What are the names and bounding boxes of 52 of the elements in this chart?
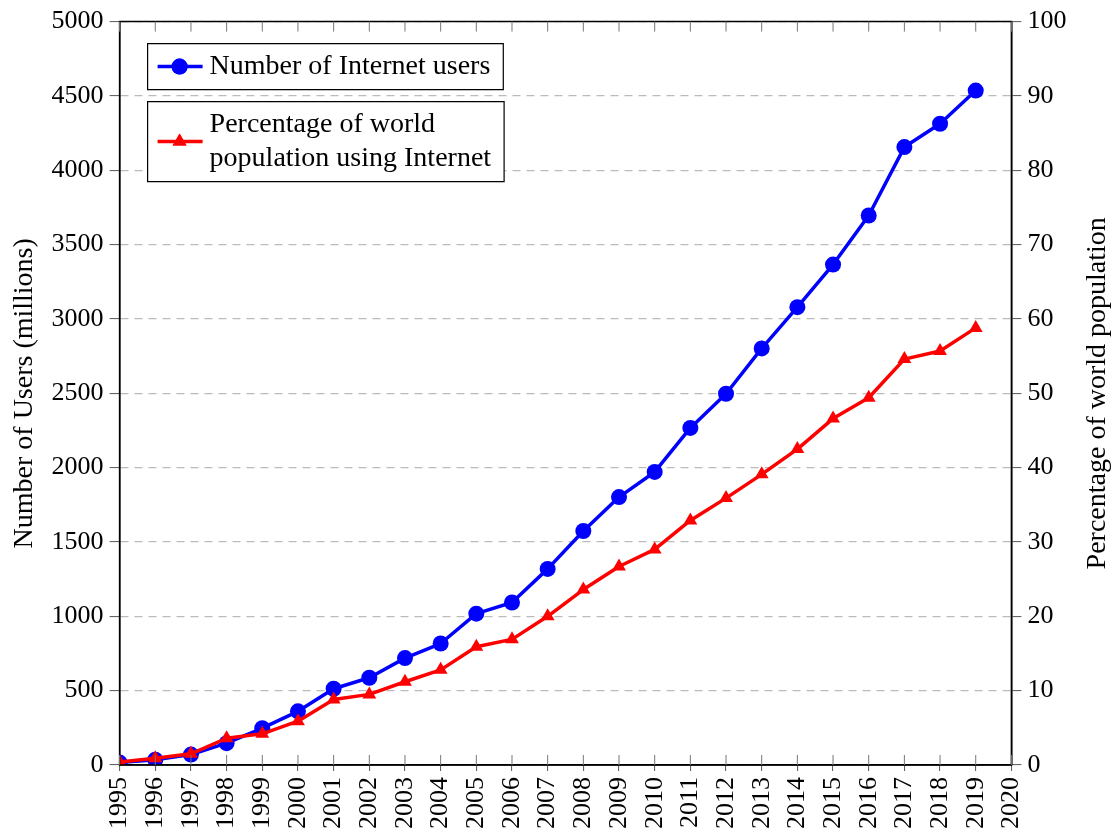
y-tick-label: 2000 — [51, 451, 104, 481]
x-tick-label: 2016 — [852, 777, 882, 829]
x-tick-label: 2011 — [674, 777, 704, 829]
x-tick-label: 2003 — [388, 777, 418, 829]
y2-tick-label: 100 — [1027, 5, 1067, 35]
x-tick-label: 2002 — [353, 777, 383, 829]
y2-tick-label: 90 — [1027, 79, 1054, 109]
y-tick-label: 0 — [90, 748, 104, 778]
y2-tick-label: 40 — [1027, 451, 1054, 481]
x-tick-label: 2005 — [460, 777, 490, 829]
y-tick-label: 4000 — [51, 154, 104, 184]
x-tick-label: 2004 — [424, 777, 454, 829]
y2-tick-label: 0 — [1027, 748, 1041, 778]
x-tick-label: 2013 — [745, 777, 775, 829]
x-tick-label: 1995 — [103, 777, 133, 829]
y2-tick-label: 70 — [1027, 228, 1054, 258]
y2-tick-label: 60 — [1027, 302, 1054, 332]
x-tick-label: 2018 — [923, 777, 953, 829]
y2-axis-title: Percentage of world population — [1080, 217, 1112, 570]
y2-tick-label: 30 — [1027, 525, 1054, 555]
legend-label: Percentage of world population using Internet — [209, 106, 492, 172]
x-tick-label: 1997 — [174, 777, 204, 829]
x-tick-label: 2009 — [602, 777, 632, 829]
x-tick-label: 2015 — [816, 777, 846, 829]
y2-tick-label: 80 — [1027, 154, 1054, 184]
y-tick-label: 5000 — [51, 5, 104, 35]
x-tick-label: 2019 — [959, 777, 989, 829]
x-tick-label: 2020 — [995, 777, 1025, 829]
y-tick-label: 4500 — [51, 79, 104, 109]
x-tick-label: 1999 — [246, 777, 276, 829]
y-tick-label: 3500 — [51, 228, 104, 258]
y2-tick-label: 50 — [1027, 377, 1054, 407]
y-tick-label: 3000 — [51, 302, 104, 332]
x-tick-label: 2001 — [317, 777, 347, 829]
x-tick-label: 2007 — [531, 777, 561, 829]
x-tick-label: 2000 — [281, 777, 311, 829]
y-tick-label: 1500 — [51, 525, 104, 555]
y2-tick-label: 10 — [1027, 674, 1054, 704]
y-tick-label: 500 — [64, 674, 104, 704]
legend-label: Number of Internet users — [209, 48, 491, 80]
x-tick-label: 2012 — [709, 777, 739, 829]
y2-tick-label: 20 — [1027, 600, 1054, 630]
x-tick-label: 2008 — [567, 777, 597, 829]
x-tick-label: 2006 — [495, 777, 525, 829]
x-tick-label: 2017 — [888, 777, 918, 829]
y-tick-label: 1000 — [51, 600, 104, 630]
x-tick-label: 2010 — [638, 777, 668, 829]
y-tick-label: 2500 — [51, 377, 104, 407]
y-axis-title: Number of Users (millions) — [7, 238, 39, 549]
x-tick-label: 2014 — [781, 777, 811, 829]
x-tick-label: 1996 — [139, 777, 169, 829]
x-tick-label: 1998 — [210, 777, 240, 829]
